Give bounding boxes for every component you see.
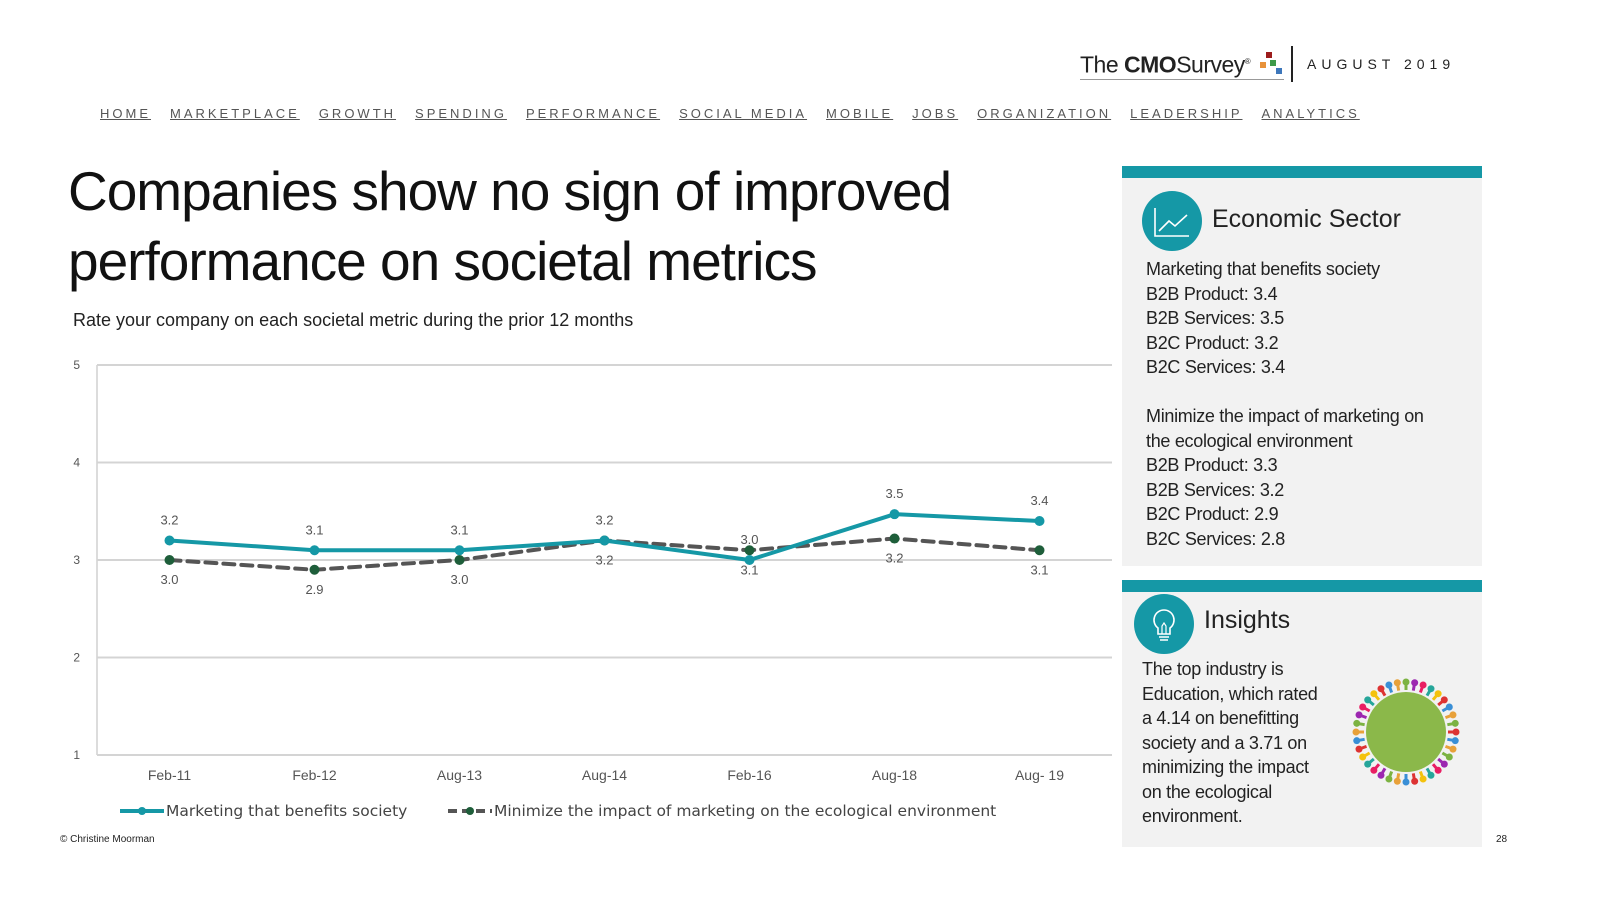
nav-link-organization[interactable]: ORGANIZATION — [977, 106, 1112, 121]
logo-registered: ® — [1244, 57, 1251, 66]
data-point — [454, 555, 465, 565]
x-tick-label: Feb-12 — [292, 767, 337, 783]
x-tick-label: Feb-11 — [148, 767, 192, 783]
data-label: 3.1 — [1030, 562, 1048, 577]
y-tick-label: 3 — [73, 553, 80, 567]
data-label: 3.1 — [305, 522, 323, 537]
legend-swatch-dashed — [448, 807, 492, 815]
x-tick-label: Aug-18 — [872, 767, 917, 783]
y-tick-label: 1 — [73, 748, 80, 762]
nav-link-mobile[interactable]: MOBILE — [826, 106, 894, 121]
x-tick-label: Feb-16 — [727, 767, 772, 783]
panel-line: B2B Services: 3.5 — [1146, 308, 1284, 328]
lightbulb-icon — [1134, 594, 1194, 654]
header-divider — [1291, 46, 1293, 82]
data-label: 3.0 — [160, 572, 178, 587]
globe-people-image — [1352, 678, 1460, 786]
data-point — [1034, 516, 1045, 526]
data-label: 3.4 — [1030, 493, 1048, 508]
data-label: 3.2 — [160, 513, 178, 528]
nav-link-growth[interactable]: GROWTH — [318, 106, 397, 121]
panel-line: Minimize the impact of marketing on — [1146, 406, 1424, 426]
data-label: 3.2 — [885, 551, 903, 566]
panel-line: B2C Services: 3.4 — [1146, 357, 1285, 377]
data-point — [164, 535, 175, 546]
data-label: 2.9 — [305, 582, 323, 597]
y-tick-label: 2 — [73, 651, 80, 665]
data-point — [889, 509, 900, 520]
data-label: 3.1 — [450, 522, 468, 537]
line-chart: 1 2 3 4 5 Feb-11 Feb-12 Aug-13 Aug-14 Feb-16 Aug-1… — [73, 358, 1112, 783]
panel-line: the ecological environment — [1146, 430, 1353, 451]
data-label: 3.5 — [885, 486, 903, 501]
panel-line: The top industry is — [1142, 659, 1284, 679]
data-label: 3.1 — [740, 562, 758, 577]
legend-item-ecological: Minimize the impact of marketing on the … — [446, 802, 996, 820]
line-chart-icon — [1142, 191, 1202, 251]
data-point — [1034, 545, 1045, 556]
panel-line: B2C Services: 2.8 — [1146, 528, 1285, 549]
data-label: 3.0 — [450, 572, 468, 587]
insights-heading: Insights — [1204, 606, 1291, 634]
data-point — [889, 533, 900, 544]
data-label: 3.2 — [595, 513, 613, 528]
data-point — [599, 535, 610, 546]
economic-sector-panel: Economic Sector Marketing that benefits … — [1122, 166, 1482, 566]
panel-line: a 4.14 on benefitting — [1142, 708, 1299, 728]
panel-line: B2C Product: 3.2 — [1146, 332, 1279, 353]
report-date: AUGUST 2019 — [1307, 56, 1456, 72]
data-label: 3.2 — [595, 553, 613, 568]
nav-link-home[interactable]: HOME — [100, 106, 151, 121]
data-point — [454, 545, 465, 556]
y-tick-label: 5 — [73, 358, 80, 372]
legend-item-society: Marketing that benefits society — [118, 802, 407, 820]
panel-line — [1146, 380, 1424, 405]
nav-link-marketplace[interactable]: MARKETPLACE — [170, 106, 300, 121]
legend-label: Marketing that benefits society — [166, 802, 408, 820]
economic-sector-text: Marketing that benefits society B2B Produ… — [1146, 257, 1424, 551]
nav-link-spending[interactable]: SPENDING — [415, 106, 507, 121]
insights-panel: Insights The top industry is Education, w… — [1122, 580, 1482, 847]
nav-link-analytics[interactable]: ANALYTICS — [1261, 106, 1360, 121]
chart-subtitle: Rate your company on each societal metri… — [73, 310, 634, 330]
panel-line: B2B Services: 3.2 — [1146, 479, 1284, 500]
panel-line: Marketing that benefits society — [1146, 259, 1380, 279]
panel-line: B2B Product: 3.4 — [1146, 283, 1278, 304]
panel-line: B2C Product: 2.9 — [1146, 504, 1279, 524]
panel-line: minimizing the impact — [1142, 757, 1309, 777]
data-point — [164, 555, 175, 565]
nav-link-performance[interactable]: PERFORMANCE — [525, 106, 661, 121]
x-tick-label: Aug-14 — [582, 767, 627, 783]
data-point — [309, 564, 320, 575]
legend-swatch-solid — [120, 807, 164, 815]
panel-line: society and a 3.71 on — [1142, 732, 1307, 753]
insights-text: The top industry is Education, which rate… — [1142, 657, 1318, 829]
nav-link-jobs[interactable]: JOBS — [912, 106, 959, 121]
panel-line: environment. — [1142, 806, 1243, 826]
panel-line: Education, which rated — [1142, 683, 1318, 704]
top-nav: HOME MARKETPLACE GROWTH SPENDING PERFORMANCE… — [100, 106, 1379, 121]
data-point — [744, 555, 755, 565]
x-tick-label: Aug- 19 — [1015, 767, 1064, 783]
panel-line: B2B Product: 3.3 — [1146, 455, 1278, 475]
copyright: © Christine Moorman — [60, 834, 155, 845]
data-point — [744, 545, 755, 556]
data-label: 3.0 — [740, 532, 758, 547]
data-point — [309, 545, 320, 556]
logo-squares — [1256, 51, 1284, 74]
y-tick-label: 4 — [73, 456, 80, 470]
x-tick-label: Aug-13 — [437, 767, 482, 783]
nav-link-leadership[interactable]: LEADERSHIP — [1130, 106, 1243, 121]
page-title: Companies show no sign of improved perfo… — [68, 160, 952, 292]
page-number: 28 — [1496, 834, 1508, 845]
panel-line: on the ecological — [1142, 781, 1272, 802]
nav-link-social-media[interactable]: SOCIAL MEDIA — [679, 106, 808, 121]
logo-text-the: The — [1080, 51, 1119, 78]
cmo-survey-logo: The CMOSurvey® — [1080, 48, 1285, 80]
logo-text-survey: Survey — [1176, 51, 1245, 78]
economic-sector-heading: Economic Sector — [1212, 205, 1401, 233]
legend-label: Minimize the impact of marketing on the … — [494, 802, 997, 820]
logo-text-cmo: CMO — [1124, 51, 1177, 78]
